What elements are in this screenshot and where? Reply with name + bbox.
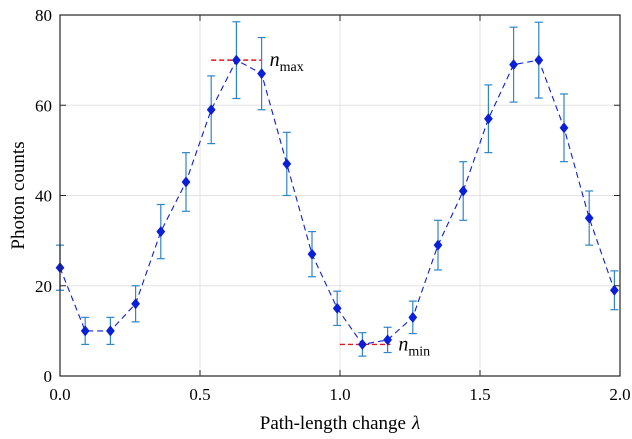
- data-point: [232, 54, 241, 66]
- y-tick-label: 40: [35, 187, 52, 206]
- data-point: [131, 298, 140, 310]
- data-point: [206, 104, 216, 116]
- annotation-label-max: nmax: [270, 49, 304, 75]
- data-point: [559, 122, 569, 134]
- data-point: [282, 158, 292, 170]
- data-point: [509, 59, 518, 71]
- axis-ticks: 0.0 0.5 1.0 1.5 2.0 0 20 40 60 80: [35, 6, 631, 404]
- data-point: [433, 239, 443, 251]
- y-tick-label: 0: [44, 367, 53, 386]
- data-point: [458, 185, 468, 197]
- data-point: [610, 284, 619, 296]
- annotation-subscript: min: [408, 344, 430, 359]
- x-tick-label: 0.0: [49, 385, 70, 404]
- x-tick-label: 1.0: [329, 385, 350, 404]
- annotation-symbol: n: [398, 333, 408, 355]
- data-point: [181, 176, 191, 188]
- y-axis-label: Photon counts: [8, 141, 29, 249]
- annotation-subscript: max: [280, 60, 304, 75]
- y-tick-label: 80: [35, 6, 52, 25]
- data-point: [534, 54, 544, 66]
- data-point: [383, 334, 392, 346]
- annotation-label-min: nmin: [398, 333, 430, 359]
- x-tick-label: 2.0: [609, 385, 630, 404]
- y-tick-label: 60: [35, 96, 52, 115]
- data-point: [408, 311, 418, 323]
- x-tick-label: 0.5: [189, 385, 210, 404]
- data-point: [156, 226, 166, 238]
- y-tick-label: 20: [35, 277, 52, 296]
- x-tick-label: 1.5: [469, 385, 490, 404]
- annotation-symbol: n: [270, 49, 280, 71]
- data-point: [106, 325, 115, 337]
- data-point: [332, 302, 342, 314]
- data-point: [484, 113, 493, 125]
- data-point: [257, 68, 266, 80]
- data-markers: [55, 54, 619, 350]
- x-axis-label: Path-length change λ: [260, 413, 420, 434]
- data-point: [358, 338, 367, 350]
- data-point: [307, 248, 317, 260]
- x-axis-label-text: Path-length change: [260, 413, 406, 434]
- x-axis-label-symbol: λ: [411, 413, 420, 434]
- data-point: [584, 212, 594, 224]
- data-point: [80, 325, 90, 337]
